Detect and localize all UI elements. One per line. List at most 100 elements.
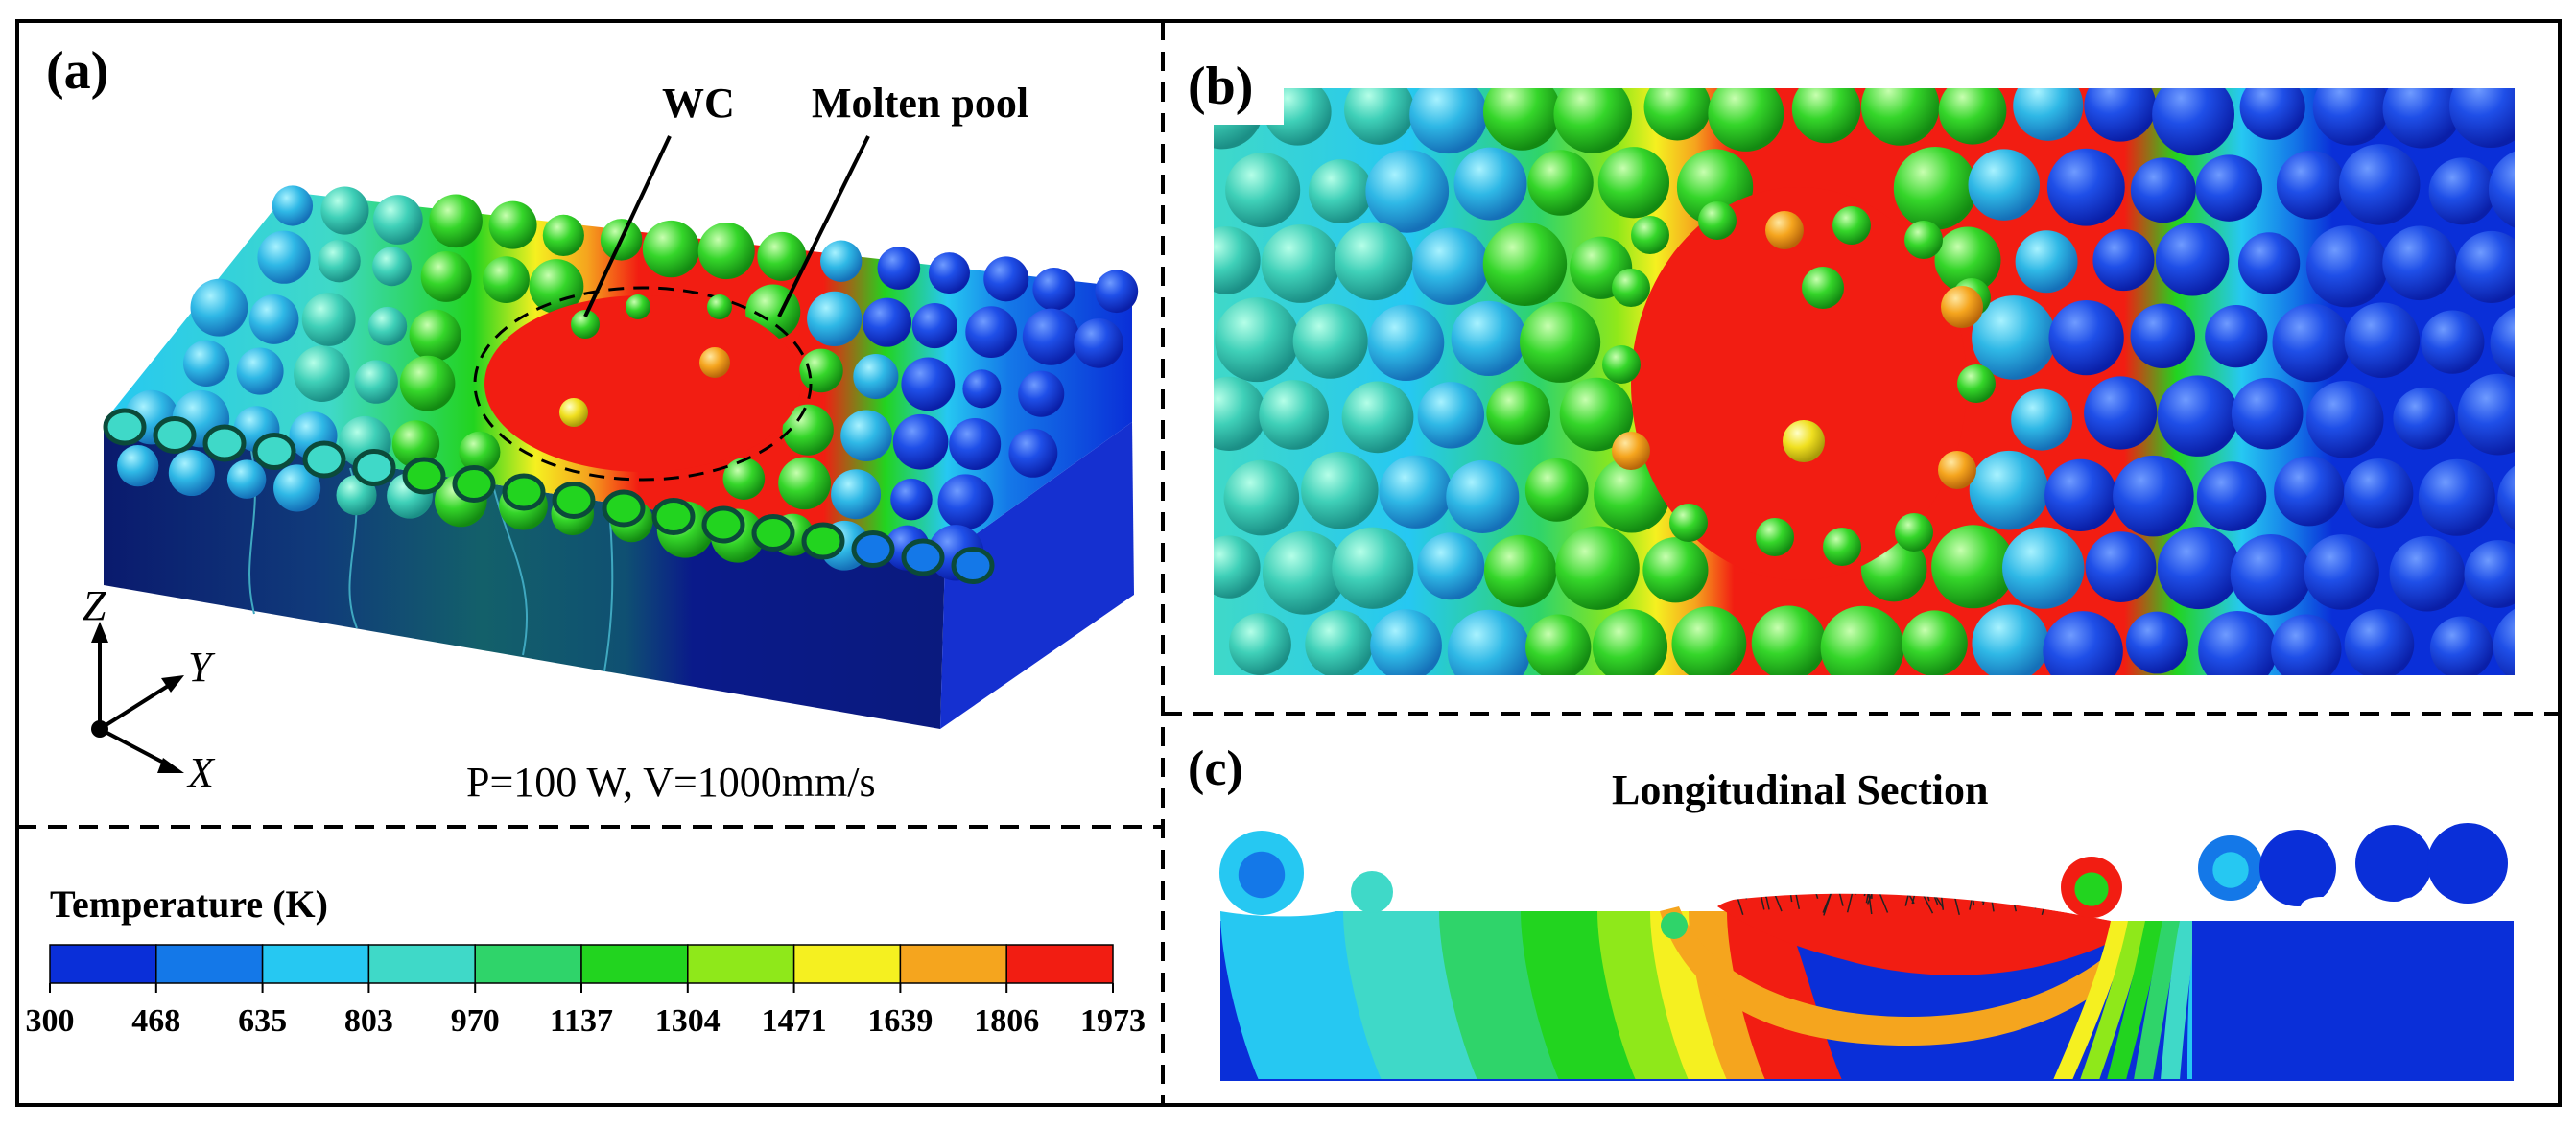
powder-particle (1553, 88, 1632, 153)
legend-ticks: 300 468 635 803 970 1137 1304 1471 1639 1806 1973 (26, 983, 1146, 1039)
powder-particle (1417, 382, 1485, 449)
wc-particle (1941, 286, 1983, 328)
section-above-surface (1220, 863, 2514, 921)
powder-particle (420, 250, 472, 302)
powder-particle (2305, 380, 2384, 458)
powder-particle (2113, 455, 2194, 537)
powder-particle (2198, 610, 2278, 675)
wc-particle (1612, 269, 1650, 307)
wc-particle (1756, 518, 1794, 556)
powder-particle (1482, 88, 1561, 151)
temperature-legend: Temperature (K) 300 468 635 803 970 1137 1304 1… (26, 882, 1146, 1039)
legend-tick-label: 635 (238, 1003, 287, 1039)
powder-particle (892, 413, 949, 470)
panel-b-label: (b) (1188, 57, 1253, 116)
powder-particle (937, 474, 994, 530)
powder-particle (1751, 605, 1827, 675)
wc-particle (1832, 206, 1871, 245)
powder-particle (320, 186, 369, 235)
powder-particle (542, 214, 584, 256)
front-particle (701, 505, 745, 544)
front-particle (602, 489, 646, 528)
legend-tick-label: 468 (131, 1003, 180, 1039)
front-particle (252, 433, 296, 470)
powder-particle (1215, 297, 1300, 383)
legend-swatch (367, 944, 476, 984)
powder-particle (1520, 301, 1601, 383)
isotherm-band (2107, 921, 2164, 1080)
powder-particle (2084, 88, 2157, 142)
powder-particle (1527, 150, 1594, 216)
legend-colorbar (49, 944, 1114, 984)
legend-tick-label: 1137 (550, 1003, 613, 1039)
powder-particle (965, 306, 1018, 359)
powder-particle (2497, 465, 2515, 531)
wc-particle (1602, 345, 1641, 384)
powder-particle (2157, 375, 2239, 457)
powder-particle (2428, 157, 2496, 225)
powder-particle (911, 303, 957, 349)
front-particle (901, 538, 945, 576)
powder-particle (1968, 149, 2041, 221)
isotherm-band (1343, 911, 1497, 1080)
powder-particle (722, 458, 766, 500)
powder-particle (488, 200, 537, 249)
powder-particle (367, 306, 408, 346)
powder-particle (391, 420, 440, 468)
section-particle (1661, 912, 1688, 939)
legend-tick-label: 1806 (974, 1003, 1039, 1039)
y-axis-label: Y (188, 644, 216, 691)
front-particle (851, 530, 895, 568)
legend-swatch (261, 944, 370, 984)
powder-particle (2418, 458, 2495, 536)
powder-particle (2084, 376, 2158, 450)
powder-particle (1018, 370, 1065, 417)
powder-particle (2305, 225, 2389, 308)
front-particle (202, 424, 247, 462)
legend-swatch (49, 944, 157, 984)
molten-pool (484, 295, 801, 472)
powder-particle (1934, 226, 2001, 294)
powder-particles-b (1214, 88, 2515, 675)
powder-particle (2488, 151, 2515, 228)
powder-particle (2196, 461, 2267, 531)
powder-particle (949, 417, 1002, 471)
powder-particle (1525, 614, 1592, 675)
powder-particle (1446, 459, 1520, 533)
flow-vector (1823, 892, 1832, 916)
wc-particle (707, 294, 732, 319)
powder-particle (799, 348, 843, 393)
front-particle (751, 514, 795, 552)
isotherm-band (1727, 911, 1842, 1080)
powder-particle (642, 220, 700, 278)
powder-particle (1379, 455, 1453, 529)
powder-particle (2271, 614, 2342, 675)
powder-particle (301, 293, 356, 346)
wc-particle (626, 294, 650, 319)
wc-particle (1631, 216, 1669, 254)
powder-particle (853, 353, 899, 400)
powder-particle (1820, 605, 1904, 675)
powder-particle (1259, 380, 1330, 450)
axis-triad: Z Y X (83, 582, 216, 796)
isotherm-band (2134, 921, 2182, 1080)
isotherm-band (1439, 911, 1578, 1080)
legend-swatch (155, 944, 264, 984)
powder-particle (1367, 304, 1445, 381)
powder-particle (257, 230, 311, 284)
powder-particle (2011, 388, 2073, 451)
powder-particle (1938, 88, 2007, 145)
powder-particle (409, 309, 461, 362)
powder-particle (2312, 88, 2390, 146)
isotherm-band (2053, 921, 2130, 1080)
isotherm-band (2161, 921, 2199, 1080)
powder-particle (1597, 147, 1670, 219)
powder-particle (2092, 229, 2155, 292)
powder-particle (1341, 381, 1414, 454)
powder-particle (2195, 154, 2263, 222)
powder-particle (2044, 458, 2117, 532)
powder-particle (168, 449, 215, 497)
powder-particles-a (103, 185, 1139, 584)
front-particle (402, 457, 446, 495)
